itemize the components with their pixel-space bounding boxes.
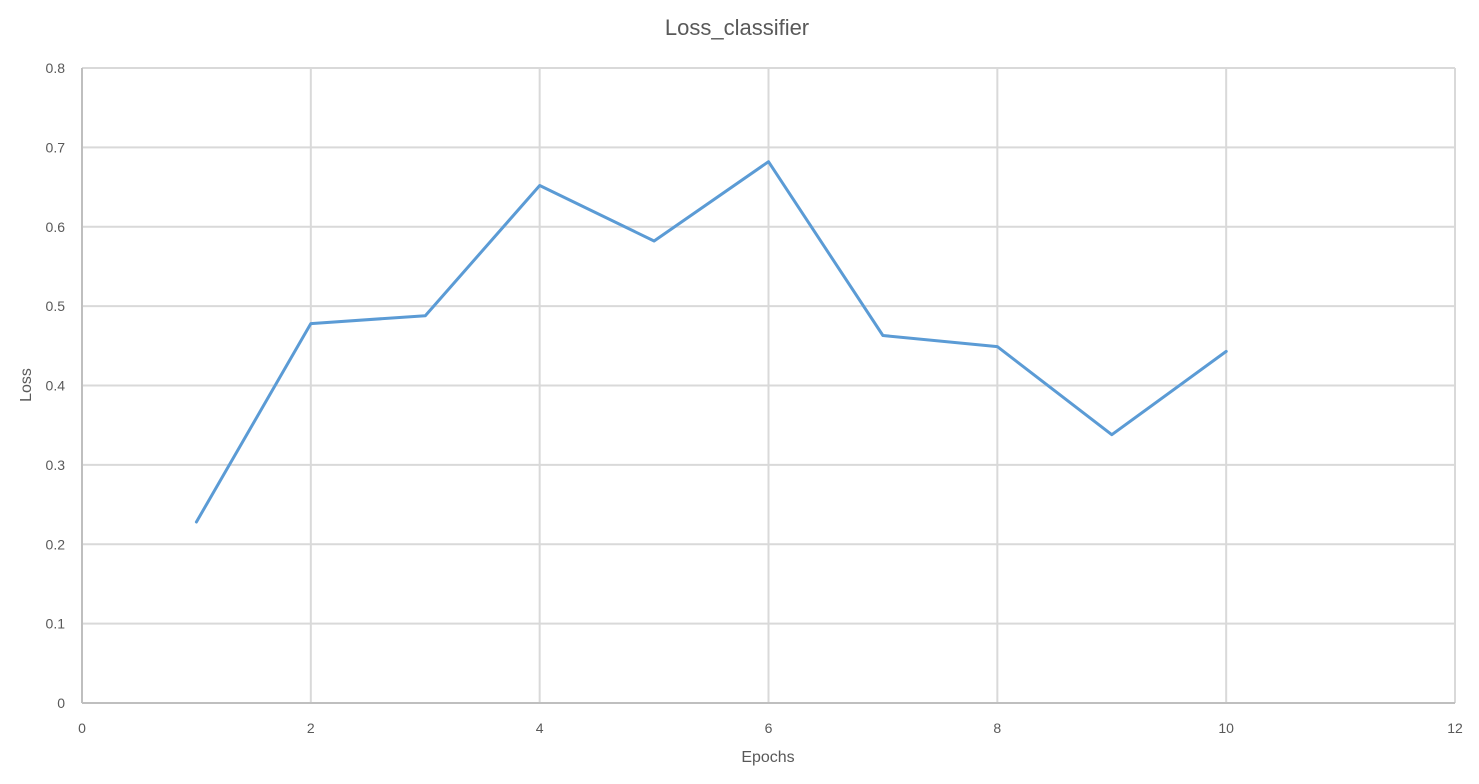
x-tick-label: 4 <box>536 720 544 736</box>
y-tick-label: 0.4 <box>46 378 66 394</box>
y-tick-label: 0.5 <box>46 298 66 314</box>
x-axis-title: Epochs <box>741 749 794 766</box>
series-line <box>194 160 1228 524</box>
x-tick-labels: 0 2 4 6 8 10 12 <box>78 720 1463 736</box>
series-layer <box>194 160 1228 524</box>
y-tick-label: 0.1 <box>46 616 66 632</box>
y-tick-label: 0.7 <box>46 139 66 155</box>
x-tick-label: 0 <box>78 720 86 736</box>
y-tick-label: 0 <box>57 695 65 711</box>
chart-title: Loss_classifier <box>665 15 809 40</box>
y-tick-label: 0.3 <box>46 457 66 473</box>
horizontal-gridlines <box>82 67 1455 625</box>
x-tick-label: 2 <box>307 720 315 736</box>
x-tick-label: 6 <box>765 720 773 736</box>
y-tick-label: 0.8 <box>46 60 66 76</box>
y-axis-title: Loss <box>18 368 35 402</box>
x-tick-label: 10 <box>1218 720 1234 736</box>
x-tick-label: 8 <box>993 720 1001 736</box>
y-tick-label: 0.2 <box>46 536 66 552</box>
y-tick-labels: 0 0.1 0.2 0.3 0.4 0.5 0.6 0.7 0.8 <box>46 60 66 711</box>
axes <box>81 68 1455 704</box>
y-tick-label: 0.6 <box>46 219 66 235</box>
x-tick-label: 12 <box>1447 720 1463 736</box>
